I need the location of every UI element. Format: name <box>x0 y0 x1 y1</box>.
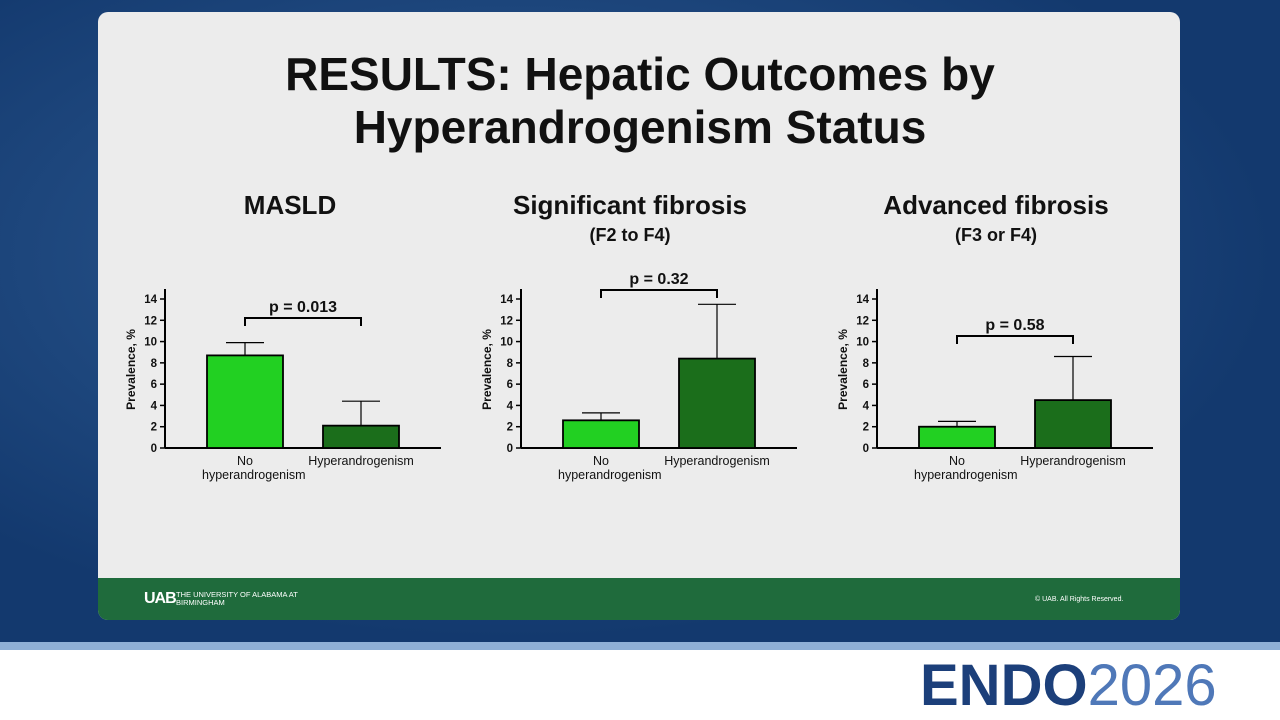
y-tick-label: 4 <box>863 400 870 412</box>
chart-subtitle: (F3 or F4) <box>955 225 1037 245</box>
x-tick-label-box: No hyperandrogenism <box>914 454 1018 482</box>
y-axis-label: Prevalence, % <box>480 329 494 410</box>
chart: MASLD Prevalence, % 0 2 4 6 8 10 12 14 No hyperand… <box>124 190 441 482</box>
significance-bracket <box>600 289 718 298</box>
chart-subtitle: (F2 to F4) <box>590 225 671 245</box>
chart-title: MASLD <box>244 190 336 220</box>
slide-title: RESULTS: Hepatic Outcomes by Hyperandrog… <box>285 48 995 153</box>
y-tick-label: 4 <box>151 400 158 412</box>
x-tick-label-box: No hyperandrogenism <box>202 454 306 482</box>
significance-bracket <box>956 335 1074 344</box>
x-tick-label: No hyperandrogenism <box>914 454 1018 482</box>
event-name: ENDO <box>920 653 1088 718</box>
bar <box>206 354 284 449</box>
p-value: p = 0.58 <box>985 317 1044 334</box>
x-tick-label: Hyperandrogenism <box>1020 454 1126 468</box>
p-value: p = 0.013 <box>269 299 337 316</box>
y-tick-label: 12 <box>144 315 157 327</box>
bar <box>918 425 996 449</box>
chart: Advanced fibrosis (F3 or F4) Prevalence, %… <box>836 190 1153 482</box>
significance-bracket <box>244 317 362 326</box>
slide: UAB THE UNIVERSITY OF ALABAMA AT BIRMING… <box>98 12 1180 620</box>
y-tick-label: 10 <box>144 337 157 349</box>
x-tick-label-box: No hyperandrogenism <box>558 454 662 482</box>
y-tick-label: 12 <box>856 315 869 327</box>
y-tick-label: 0 <box>863 443 869 455</box>
y-tick-label: 10 <box>500 337 513 349</box>
x-tick-label: No hyperandrogenism <box>202 454 306 482</box>
chart-title: Significant fibrosis <box>513 190 747 220</box>
chart-title: Advanced fibrosis <box>883 190 1108 220</box>
bar <box>322 424 400 449</box>
strip <box>0 642 1280 650</box>
event-logo: ENDO2026 <box>920 652 1217 719</box>
y-axis-label: Prevalence, % <box>124 329 138 410</box>
x-tick-label: Hyperandrogenism <box>664 454 770 468</box>
y-tick-label: 2 <box>507 422 513 434</box>
y-tick-label: 12 <box>500 315 513 327</box>
bar <box>562 419 640 449</box>
footer: UAB THE UNIVERSITY OF ALABAMA AT BIRMING… <box>98 578 1180 620</box>
p-value: p = 0.32 <box>629 271 688 288</box>
y-tick-label: 6 <box>507 379 513 391</box>
x-tick-label-box: Hyperandrogenism <box>308 454 414 468</box>
x-tick-label-box: Hyperandrogenism <box>1020 454 1126 468</box>
event-year: 2026 <box>1087 653 1217 718</box>
footer-org: THE UNIVERSITY OF ALABAMA AT BIRMINGHAM <box>176 590 298 607</box>
y-tick-label: 0 <box>507 443 513 455</box>
chart: Significant fibrosis (F2 to F4) Prevalence… <box>480 190 797 482</box>
y-axis-label: Prevalence, % <box>836 329 850 410</box>
y-tick-label: 10 <box>856 337 869 349</box>
y-tick-label: 4 <box>507 400 514 412</box>
y-tick-label: 6 <box>151 379 157 391</box>
y-tick-label: 8 <box>151 358 158 370</box>
y-tick-label: 8 <box>863 358 870 370</box>
y-tick-label: 14 <box>500 294 513 306</box>
y-tick-label: 0 <box>151 443 157 455</box>
y-tick-label: 2 <box>863 422 869 434</box>
x-tick-label: No hyperandrogenism <box>558 454 662 482</box>
y-tick-label: 14 <box>144 294 157 306</box>
footer-logo: UAB <box>144 590 177 607</box>
y-tick-label: 2 <box>151 422 157 434</box>
y-tick-label: 8 <box>507 358 514 370</box>
bar <box>1034 399 1112 449</box>
x-tick-label: Hyperandrogenism <box>308 454 414 468</box>
bar <box>678 357 756 449</box>
x-tick-label-box: Hyperandrogenism <box>664 454 770 468</box>
y-tick-label: 6 <box>863 379 869 391</box>
copyright: © UAB. All Rights Reserved. <box>1035 596 1124 603</box>
y-tick-label: 14 <box>856 294 869 306</box>
